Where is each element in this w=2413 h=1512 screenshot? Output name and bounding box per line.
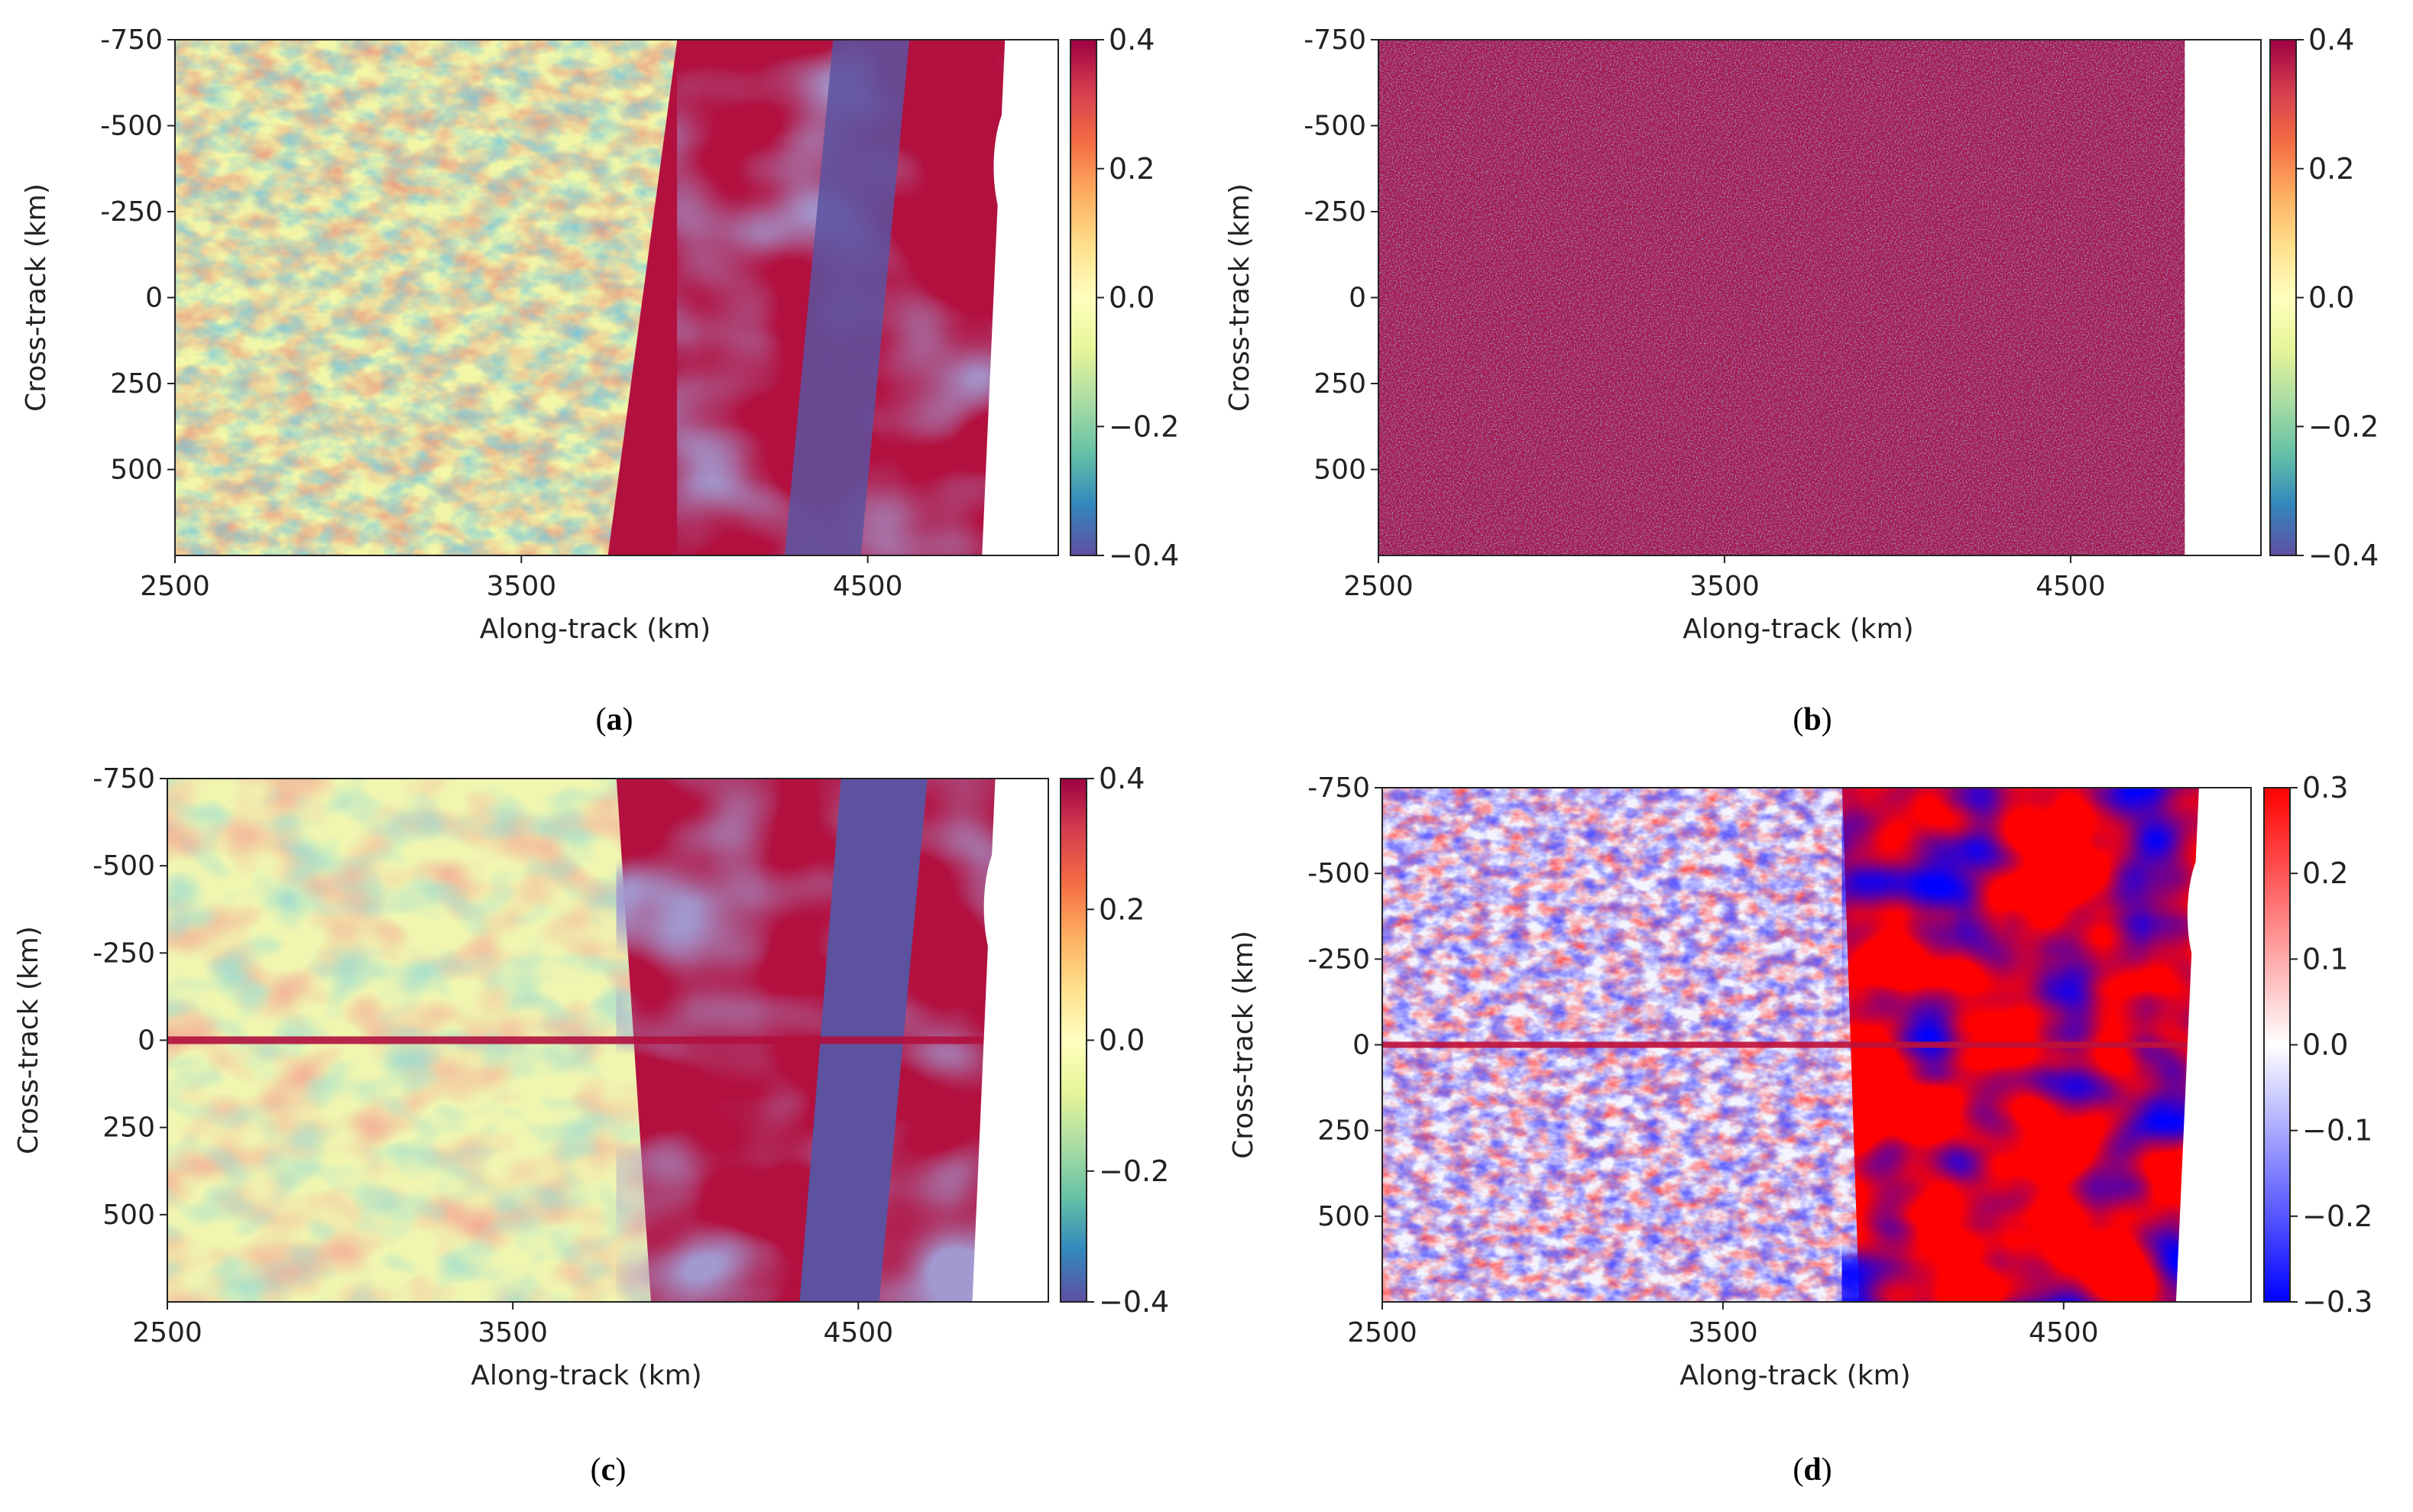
panel-caption: (c) xyxy=(591,1452,627,1488)
colorbar-tick-label: −0.2 xyxy=(1109,410,1179,443)
x-tick-label: 4500 xyxy=(2029,1317,2099,1348)
x-tick-label: 4500 xyxy=(2036,571,2106,602)
colorbar-tick-label: 0.2 xyxy=(1109,152,1155,186)
y-axis-label: Cross-track (km) xyxy=(1224,183,1255,412)
heatmap-field xyxy=(1378,40,2261,555)
y-axis-label: Cross-track (km) xyxy=(21,183,52,412)
y-tick-label: 500 xyxy=(1313,455,1366,486)
panel-b: -750 -500 -250 0 250 500 2500 3500 4500 Along-tra… xyxy=(1224,23,2379,737)
y-tick-label: -500 xyxy=(1307,858,1370,889)
x-axis-label: Along-track (km) xyxy=(1679,1360,1910,1391)
panel-d: -750 -500 -250 0 250 500 2500 3500 4500 Along-tra… xyxy=(1228,771,2373,1488)
y-tick-label: 0 xyxy=(1352,1030,1370,1061)
panel-c: -750 -500 -250 0 250 500 2500 3500 4500 Along-tra… xyxy=(13,762,1169,1488)
colorbar-tick-label: 0.3 xyxy=(2302,771,2348,805)
heatmap-field xyxy=(175,40,1058,555)
y-tick-label: -500 xyxy=(1304,111,1366,142)
y-tick-label: -250 xyxy=(100,196,163,228)
x-tick-label: 4500 xyxy=(824,1317,894,1348)
x-tick-label: 2500 xyxy=(132,1317,202,1348)
colorbar-tick-label: 0.4 xyxy=(1099,762,1145,795)
x-tick-label: 4500 xyxy=(833,571,903,602)
x-axis-label: Along-track (km) xyxy=(1683,614,1913,645)
x-tick-label: 2500 xyxy=(1347,1317,1417,1348)
colorbar-tick-label: −0.2 xyxy=(2308,410,2379,443)
y-tick-label: -750 xyxy=(100,24,163,56)
y-tick-label: -750 xyxy=(92,763,155,795)
x-tick-label: 3500 xyxy=(1689,571,1760,602)
colorbar-tick-label: −0.2 xyxy=(1099,1154,1169,1188)
y-tick-label: 500 xyxy=(102,1200,155,1231)
heatmap-field xyxy=(1382,788,2251,1302)
colorbar-tick-label: 0.0 xyxy=(2308,281,2354,315)
colorbar-tick-label: 0.2 xyxy=(2308,152,2354,186)
colorbar-tick-label: 0.0 xyxy=(1099,1024,1145,1057)
y-tick-label: -500 xyxy=(92,850,155,882)
colorbar-tick-label: 0.4 xyxy=(2308,23,2354,57)
colorbar-tick-label: 0.4 xyxy=(1109,23,1155,57)
y-tick-label: 250 xyxy=(110,368,163,400)
x-tick-label: 3500 xyxy=(487,571,557,602)
colorbar-tick-label: 0.0 xyxy=(1109,281,1155,315)
y-axis-label: Cross-track (km) xyxy=(1228,931,1259,1159)
y-tick-label: -750 xyxy=(1304,24,1366,56)
panel-a: -750 -500 -250 0 250 500 2500 3500 4500 Along-tra… xyxy=(21,23,1179,737)
x-tick-label: 3500 xyxy=(1688,1317,1758,1348)
colorbar-tick-label: 0.0 xyxy=(2302,1028,2348,1062)
y-tick-label: 500 xyxy=(110,455,163,486)
x-axis-label: Along-track (km) xyxy=(480,614,711,645)
colorbar xyxy=(2269,39,2297,556)
y-tick-label: 500 xyxy=(1317,1201,1370,1232)
colorbar-tick-label: −0.2 xyxy=(2302,1200,2373,1233)
y-tick-label: -250 xyxy=(1304,196,1366,228)
y-tick-label: 0 xyxy=(138,1025,155,1057)
x-tick-label: 3500 xyxy=(478,1317,548,1348)
y-tick-label: 0 xyxy=(145,283,163,314)
colorbar xyxy=(1070,39,1097,556)
panel-caption: (a) xyxy=(596,702,633,737)
x-axis-label: Along-track (km) xyxy=(471,1360,701,1391)
y-tick-label: 0 xyxy=(1349,283,1366,314)
y-tick-label: 250 xyxy=(1317,1115,1370,1147)
colorbar-tick-label: 0.2 xyxy=(2302,856,2348,890)
colorbar-tick-label: −0.3 xyxy=(2302,1285,2373,1319)
colorbar-tick-label: −0.4 xyxy=(2308,539,2379,572)
y-tick-label: -250 xyxy=(1307,944,1370,975)
y-tick-label: 250 xyxy=(1313,368,1366,400)
x-tick-label: 2500 xyxy=(1343,571,1414,602)
y-tick-label: -750 xyxy=(1307,772,1370,804)
y-tick-label: -500 xyxy=(100,111,163,142)
y-tick-label: 250 xyxy=(102,1112,155,1144)
panel-caption: (d) xyxy=(1793,1452,1832,1488)
colorbar-tick-label: −0.4 xyxy=(1099,1285,1169,1319)
colorbar-tick-label: 0.2 xyxy=(1099,892,1145,926)
heatmap-field xyxy=(167,779,1048,1302)
colorbar xyxy=(2263,787,2291,1303)
y-tick-label: -250 xyxy=(92,937,155,969)
y-axis-label: Cross-track (km) xyxy=(13,926,44,1154)
panel-caption: (b) xyxy=(1793,702,1832,737)
colorbar-tick-label: −0.4 xyxy=(1109,539,1179,572)
x-tick-label: 2500 xyxy=(140,571,210,602)
colorbar xyxy=(1060,778,1087,1303)
colorbar-tick-label: −0.1 xyxy=(2302,1114,2373,1148)
colorbar-tick-label: 0.1 xyxy=(2302,942,2348,976)
